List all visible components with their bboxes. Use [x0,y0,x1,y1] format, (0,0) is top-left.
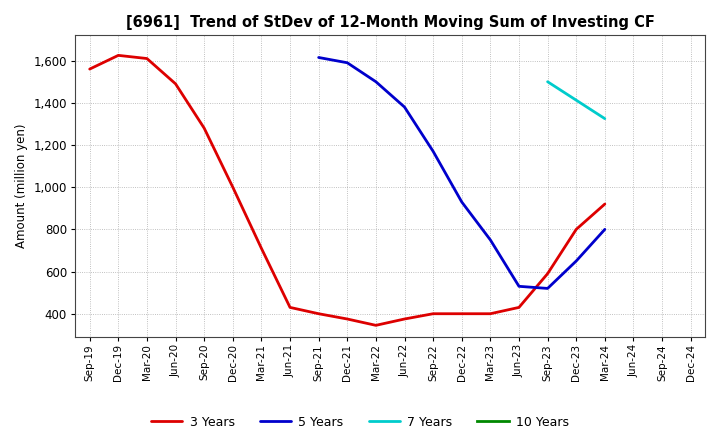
3 Years [343,316,351,322]
7 Years [544,79,552,84]
5 Years [400,104,409,110]
5 Years [315,55,323,60]
3 Years [86,66,94,72]
Legend: 3 Years, 5 Years, 7 Years, 10 Years: 3 Years, 5 Years, 7 Years, 10 Years [146,411,574,434]
3 Years [486,311,495,316]
3 Years [143,56,151,61]
3 Years [257,246,266,251]
Y-axis label: Amount (million yen): Amount (million yen) [15,124,28,249]
3 Years [200,125,209,131]
5 Years [572,258,580,264]
3 Years [372,323,380,328]
3 Years [286,305,294,310]
3 Years [171,81,180,87]
Line: 5 Years: 5 Years [319,58,605,289]
5 Years [544,286,552,291]
3 Years [429,311,438,316]
3 Years [400,316,409,322]
3 Years [544,271,552,276]
3 Years [457,311,466,316]
5 Years [486,237,495,242]
3 Years [315,311,323,316]
5 Years [343,60,351,66]
3 Years [515,305,523,310]
Line: 7 Years: 7 Years [548,82,605,119]
3 Years [228,184,237,190]
3 Years [572,227,580,232]
5 Years [600,227,609,232]
7 Years [600,116,609,121]
5 Years [457,199,466,205]
5 Years [372,79,380,84]
5 Years [429,149,438,154]
Line: 3 Years: 3 Years [90,55,605,325]
3 Years [114,53,122,58]
5 Years [515,284,523,289]
3 Years [600,202,609,207]
Title: [6961]  Trend of StDev of 12-Month Moving Sum of Investing CF: [6961] Trend of StDev of 12-Month Moving… [126,15,654,30]
